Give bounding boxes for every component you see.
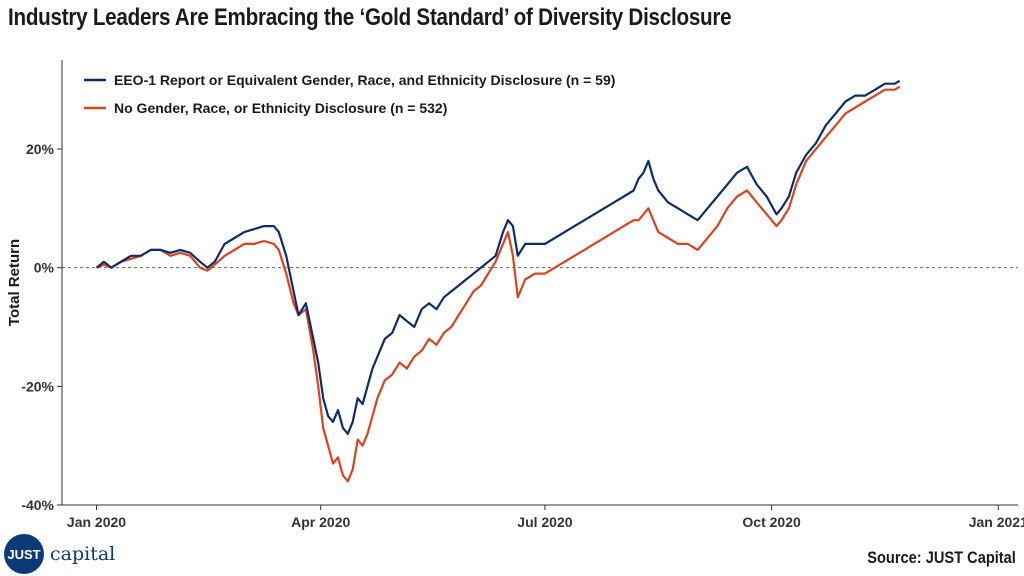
- y-tick-label: 0%: [34, 260, 55, 276]
- x-tick-label: Jan 2021: [969, 514, 1024, 530]
- legend: EEO-1 Report or Equivalent Gender, Race,…: [84, 72, 615, 116]
- chart-title: Industry Leaders Are Embracing the ‘Gold…: [8, 4, 732, 31]
- series-line-eeo1-disclosure: [95, 79, 901, 435]
- y-tick-label: -20%: [21, 378, 54, 394]
- logo-badge: JUST: [4, 534, 44, 574]
- series-line-no-disclosure: [96, 85, 901, 483]
- y-tick-label: 20%: [26, 141, 55, 157]
- legend-label-eeo1-disclosure: EEO-1 Report or Equivalent Gender, Race,…: [114, 72, 615, 88]
- logo-wordmark: capital: [50, 543, 116, 565]
- legend-label-no-disclosure: No Gender, Race, or Ethnicity Disclosure…: [114, 100, 447, 116]
- x-tick-label: Jan 2020: [67, 514, 126, 530]
- x-tick-label: Oct 2020: [742, 514, 801, 530]
- axes: 20% 0% -20% -40% Jan 2020 Apr 2020 Jul 2020 Oct…: [6, 60, 1024, 530]
- y-tick-label: -40%: [21, 497, 54, 513]
- series-lines: [95, 79, 901, 483]
- y-axis-title: Total Return: [6, 239, 23, 326]
- just-capital-logo: JUST capital: [4, 534, 115, 574]
- x-tick-label: Apr 2020: [291, 514, 350, 530]
- source-note: Source: JUST Capital: [867, 548, 1016, 567]
- x-tick-label: Jul 2020: [517, 514, 572, 530]
